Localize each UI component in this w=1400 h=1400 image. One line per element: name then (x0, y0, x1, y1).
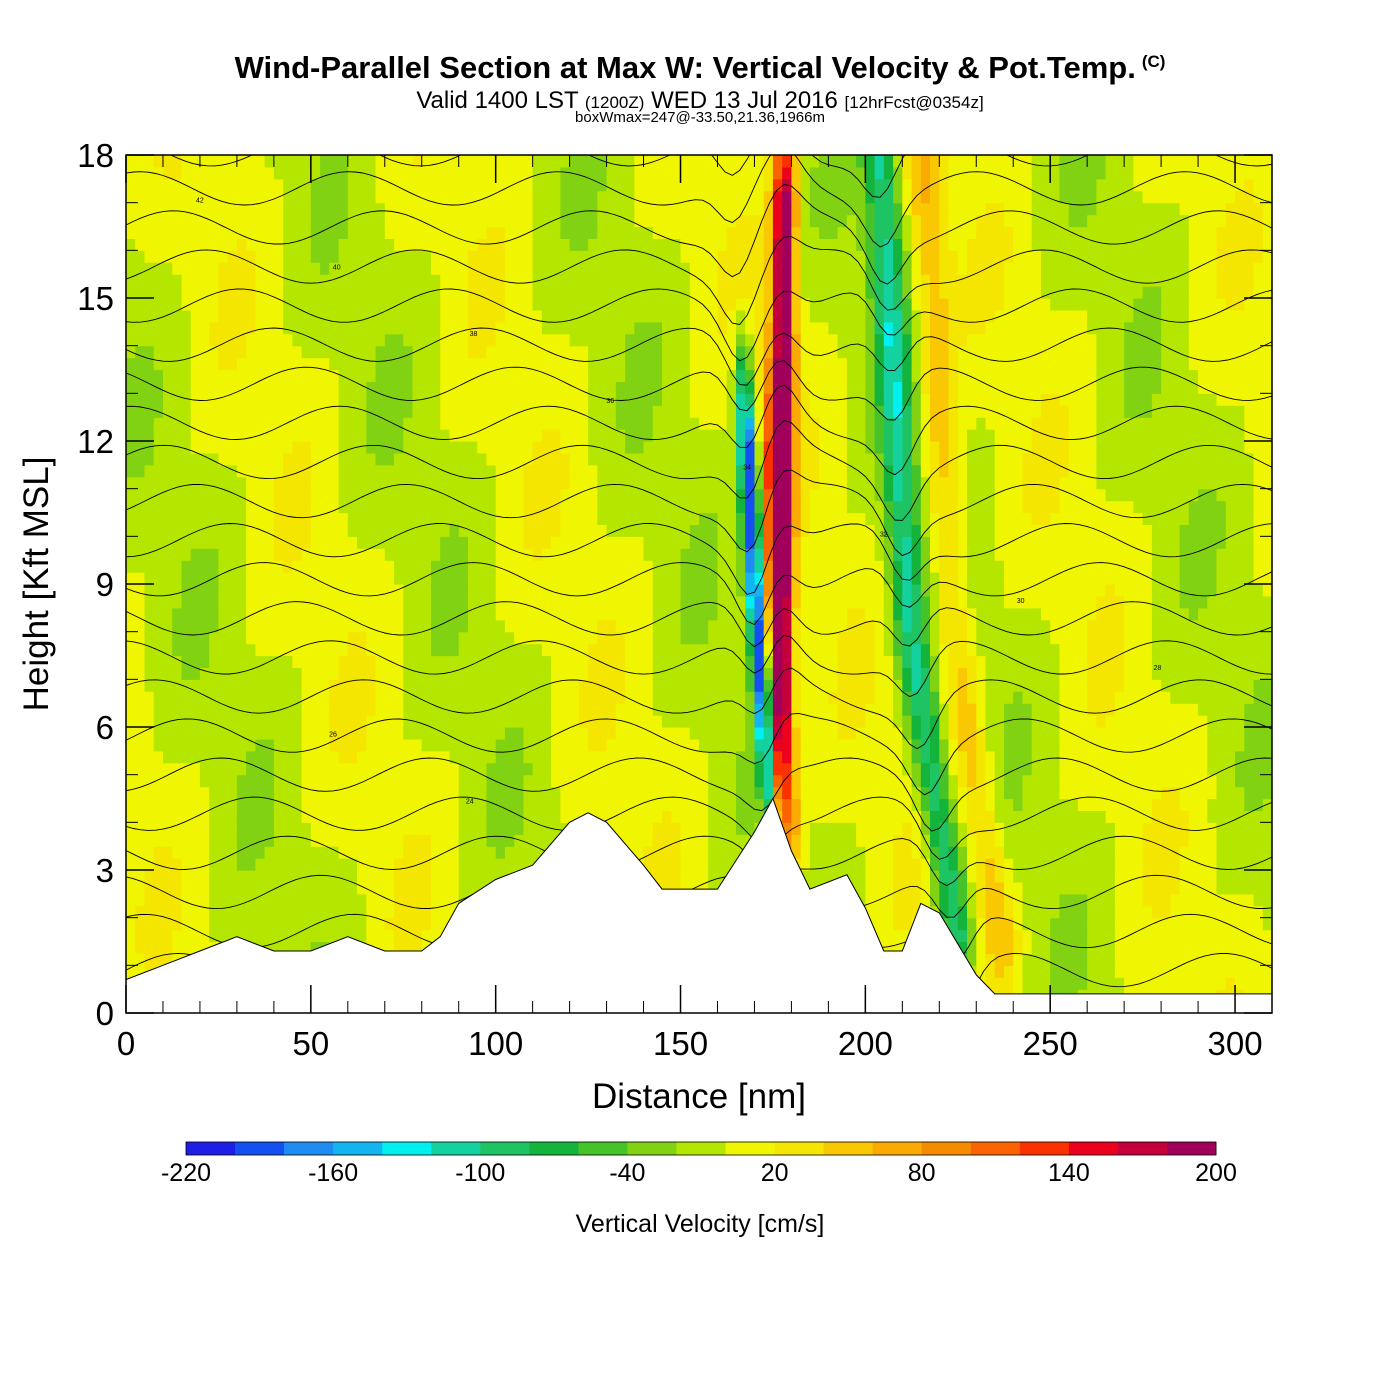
colorbar: -220 -160 -100 -40 20 80 140 200 Vertical Veloci… (161, 1141, 1237, 1238)
isentrope-line (126, 288, 1272, 362)
y-tick-label: 12 (77, 423, 114, 460)
isentrope-line (126, 360, 1272, 421)
colorbar-label: Vertical Velocity [cm/s] (576, 1210, 825, 1238)
y-tick-label: 18 (77, 137, 114, 174)
colorbar-tick-label: 140 (1048, 1159, 1090, 1187)
isentrope-line (126, 155, 1272, 248)
isentrope-label: 38 (470, 331, 478, 338)
isentrope-label: 24 (466, 798, 474, 805)
x-axis-label: Distance [nm] (592, 1077, 806, 1116)
velocity-field (126, 155, 1272, 1013)
colorbar-swatch (186, 1142, 236, 1155)
y-tick-label: 0 (96, 995, 114, 1032)
isentrope-line (126, 835, 1272, 887)
colorbar-swatch (1117, 1142, 1168, 1155)
colorbar-swatch (970, 1142, 1021, 1155)
colorbar-swatch (1019, 1142, 1070, 1155)
colorbar-swatch (529, 1142, 579, 1155)
colorbar-swatch (235, 1142, 285, 1155)
terrain-mask (125, 797, 1273, 1014)
colorbar-swatch (578, 1142, 628, 1155)
y-tick-label: 3 (96, 852, 114, 889)
isentrope-line (126, 236, 1272, 325)
isentrope-label: 30 (1017, 598, 1025, 605)
isentrope-label: 32 (880, 531, 888, 538)
colorbar-swatch (480, 1142, 530, 1155)
isentrope-line (126, 384, 1272, 476)
isentrope-label: 34 (743, 465, 751, 472)
colorbar-swatch (284, 1142, 334, 1155)
isentrope-line (126, 667, 1272, 750)
x-tick-label: 0 (117, 1025, 135, 1062)
colorbar-tick-label: 20 (761, 1159, 789, 1187)
isentrope-label: 28 (1154, 665, 1162, 672)
x-tick-label: 200 (838, 1025, 893, 1062)
isentrope-line (126, 796, 1272, 860)
y-tick-label: 6 (96, 709, 114, 746)
isentrope-line (126, 874, 1272, 918)
colorbar-tick-label: -220 (161, 1159, 211, 1187)
x-tick-label: 300 (1208, 1025, 1263, 1062)
isentrope-label: 40 (333, 264, 341, 271)
y-axis-label: Height [Kft MSL] (17, 457, 56, 712)
x-tick-label: 100 (468, 1025, 523, 1062)
colorbar-tick-label: -160 (308, 1159, 358, 1187)
colorbar-swatch (431, 1142, 481, 1155)
colorbar-tick-label: -100 (455, 1159, 505, 1187)
isentrope-line (126, 469, 1272, 557)
copyright-mark: (C) (1141, 51, 1166, 71)
x-tick-label: 50 (292, 1025, 329, 1062)
colorbar-swatch (676, 1142, 726, 1155)
x-tick-label: 250 (1023, 1025, 1078, 1062)
colorbar-swatch (872, 1142, 923, 1155)
colorbar-swatch (333, 1142, 383, 1155)
y-tick-label: 15 (77, 280, 114, 317)
colorbar-swatch (725, 1142, 775, 1155)
box-wmax-line: boxWmax=247@-33.50,21.36,1966m (575, 109, 825, 126)
isentrope-line (126, 757, 1272, 832)
colorbar-tick-label: -40 (609, 1159, 645, 1187)
x-tick-label: 150 (653, 1025, 708, 1062)
isentrope-line (126, 327, 1272, 386)
isentrope-line (126, 523, 1272, 595)
terrain-profile (125, 797, 1273, 1014)
colorbar-swatch (1068, 1142, 1119, 1155)
colorbar-tick-label: 80 (908, 1159, 936, 1187)
isentrope-line (126, 712, 1272, 796)
chart-title: Wind-Parallel Section at Max W: Vertical… (234, 50, 1166, 85)
colorbar-swatch (382, 1142, 432, 1155)
isentrope-line (126, 184, 1272, 285)
isentrope-line (126, 562, 1272, 626)
isentrope-label: 26 (329, 732, 337, 739)
y-tick-label: 9 (96, 566, 114, 603)
colorbar-swatch (627, 1142, 677, 1155)
colorbar-swatch (921, 1142, 972, 1155)
colorbar-swatch (1167, 1142, 1217, 1155)
isentrope-line (126, 601, 1272, 648)
colorbar-tick-label: 200 (1195, 1159, 1237, 1187)
colorbar-swatch (774, 1142, 824, 1155)
valid-time-line: Valid 1400 LST (1200Z) WED 13 Jul 2016 [… (416, 87, 984, 114)
colorbar-swatch (823, 1142, 873, 1155)
isentrope-label: 42 (196, 198, 204, 205)
isentrope-line (169, 155, 1272, 198)
isentrope-label: 36 (606, 398, 614, 405)
isentrope-line (126, 419, 1272, 521)
isentrope-line (126, 634, 1272, 698)
